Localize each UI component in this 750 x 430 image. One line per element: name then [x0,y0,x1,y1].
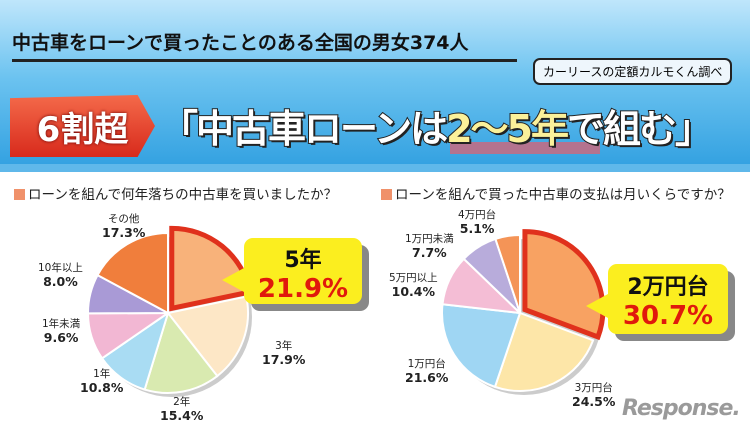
pie-label-text: 17.9% [262,352,306,367]
square-bullet-icon [14,189,25,200]
pie-label-text: 21.6% [405,370,449,385]
response-logo: Response. [622,396,741,421]
label-10yplus: 10年以上 8.0% [38,262,83,288]
pie-label-text: 3年 [275,340,293,352]
label-3y: 3年 17.9% [262,340,305,366]
pie-label-text: 1年 [93,368,111,380]
pie-label-text: 2年 [173,396,191,408]
label-4man: 4万円台 5.1% [458,209,496,235]
pie-label-text: 9.6% [43,330,79,345]
pie-label-text: 10年以上 [38,262,83,274]
pie-label-text: 8.0% [43,274,78,289]
label-1man: 1万円台 21.6% [405,358,448,384]
pie-label-text: 3万円台 [574,382,613,394]
pie-slice-2-1 [493,311,595,392]
chart1-title: ローンを組んで何年落ちの中古車を買いましたか？ [14,183,337,203]
pie-label-text: 10.4% [391,284,436,299]
label-3man: 3万円台 24.5% [572,382,615,408]
pie-label-text: 15.4% [160,408,204,423]
pie-label-text: 7.7% [412,245,447,260]
pie-slice-2-5 [494,233,521,314]
callout-2man: 2万円台 30.7% [586,264,728,334]
headline-tag: 6割超 [10,95,155,157]
pie-label-text: 17.3% [102,225,146,240]
pie-slice-2-2 [441,303,522,389]
label-1y: 1年 10.8% [80,368,123,394]
title-part: 「中古車ローンは [159,106,449,152]
title-highlight: 2〜5年 [445,106,570,152]
pie-label-text: 5.1% [459,221,495,236]
label-other: その他 17.3% [102,213,145,239]
title-part: で組む」 [566,106,714,152]
pie-label-text: その他 [107,213,140,225]
label-under1man: 1万円未満 7.7% [405,233,454,259]
chart2-title-text: ローンを組んで買った中古車の支払は月いくらですか？ [395,187,731,203]
chart1-title-text: ローンを組んで何年落ちの中古車を買いましたか？ [28,187,338,203]
pie-label-text: 5万円以上 [389,272,438,284]
label-2y: 2年 15.4% [160,396,203,422]
highlight-underline [450,142,600,154]
headline-title: 「中古車ローンは2〜5年で組む」 [159,98,745,153]
label-under1y: 1年未満 9.6% [42,318,80,344]
callout-5y: 5年 21.9% [222,238,362,304]
pie-slice-1-6 [96,231,169,315]
pie-label-text: 1年未満 [42,318,81,330]
chart2-title: ローンを組んで買った中古車の支払は月いくらですか？ [381,183,731,203]
pie-label-text: 1万円未満 [405,233,454,245]
pie-label-text: 24.5% [572,394,616,409]
source-badge: カーリースの定額カルモくん調べ [533,58,733,85]
label-5manplus: 5万円以上 10.4% [389,272,438,298]
pie-label-text: 10.8% [80,380,124,395]
survey-subtitle: 中古車をローンで買ったことのある全国の男女374人 [12,28,517,62]
pie-label-text: 4万円台 [458,209,497,221]
pie-slice-2-0 [522,229,606,341]
pie-label-text: 1万円台 [407,358,446,370]
square-bullet-icon [381,189,392,200]
